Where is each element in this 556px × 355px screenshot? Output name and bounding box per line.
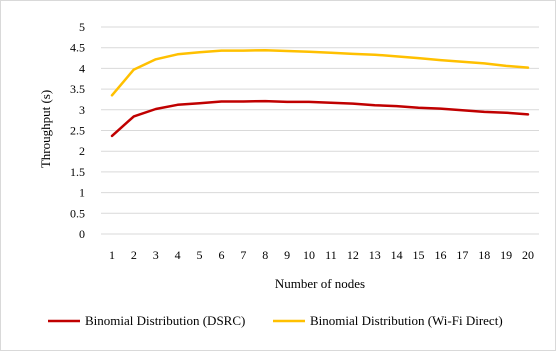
series-line-dsrc — [110, 99, 530, 138]
y-tick-label: 1.5 — [70, 165, 85, 179]
y-tick-label: 1 — [79, 186, 85, 200]
y-tick-label: 3 — [79, 103, 85, 117]
x-tick-label: 20 — [522, 248, 534, 262]
x-tick-label: 19 — [500, 248, 512, 262]
y-tick-label: 5 — [79, 20, 85, 34]
x-tick-label: 6 — [218, 248, 224, 262]
y-tick-label: 2 — [79, 144, 85, 158]
x-tick-label: 9 — [284, 248, 290, 262]
y-axis-title: Throughput (s) — [38, 90, 53, 168]
x-tick-label: 10 — [303, 248, 315, 262]
line-chart: 00.511.522.533.544.55 1 2 3 4 5 6 7 8 9 10 11 12 13 1… — [38, 20, 539, 328]
gridlines — [101, 26, 539, 235]
y-tick-label: 2.5 — [70, 124, 85, 138]
x-tick-label: 11 — [325, 248, 337, 262]
legend-label-dsrc: Binomial Distribution (DSRC) — [85, 313, 245, 328]
x-tick-label: 5 — [197, 248, 203, 262]
x-tick-label: 12 — [347, 248, 359, 262]
x-tick-label: 3 — [153, 248, 159, 262]
x-tick-label: 4 — [175, 248, 181, 262]
series-lines — [110, 48, 530, 138]
x-tick-label: 8 — [262, 248, 268, 262]
y-tick-label: 3.5 — [70, 82, 85, 96]
y-tick-label: 4.5 — [70, 41, 85, 55]
x-tick-label: 13 — [369, 248, 381, 262]
legend: Binomial Distribution (DSRC) Binomial Di… — [48, 313, 503, 328]
y-tick-label: 0.5 — [70, 206, 85, 220]
x-tick-label: 2 — [131, 248, 137, 262]
x-tick-label: 18 — [478, 248, 490, 262]
series-line-wifi-direct — [110, 48, 530, 97]
legend-label-wifi-direct: Binomial Distribution (Wi-Fi Direct) — [310, 313, 503, 328]
x-tick-label: 1 — [109, 248, 115, 262]
x-axis-title: Number of nodes — [275, 276, 365, 291]
y-tick-label: 4 — [79, 61, 85, 75]
x-tick-label: 7 — [240, 248, 246, 262]
x-tick-label: 15 — [413, 248, 425, 262]
x-tick-label: 16 — [434, 248, 446, 262]
y-tick-labels: 0 0.5 1 1.5 2 2.5 3 3.5 4 4.5 5 — [70, 20, 85, 241]
x-tick-label: 14 — [391, 248, 403, 262]
x-tick-label: 17 — [456, 248, 468, 262]
x-tick-labels: 1 2 3 4 5 6 7 8 9 10 11 12 13 14 15 16 17 18 19 20 — [109, 248, 534, 262]
y-tick-label: 0 — [79, 227, 85, 241]
